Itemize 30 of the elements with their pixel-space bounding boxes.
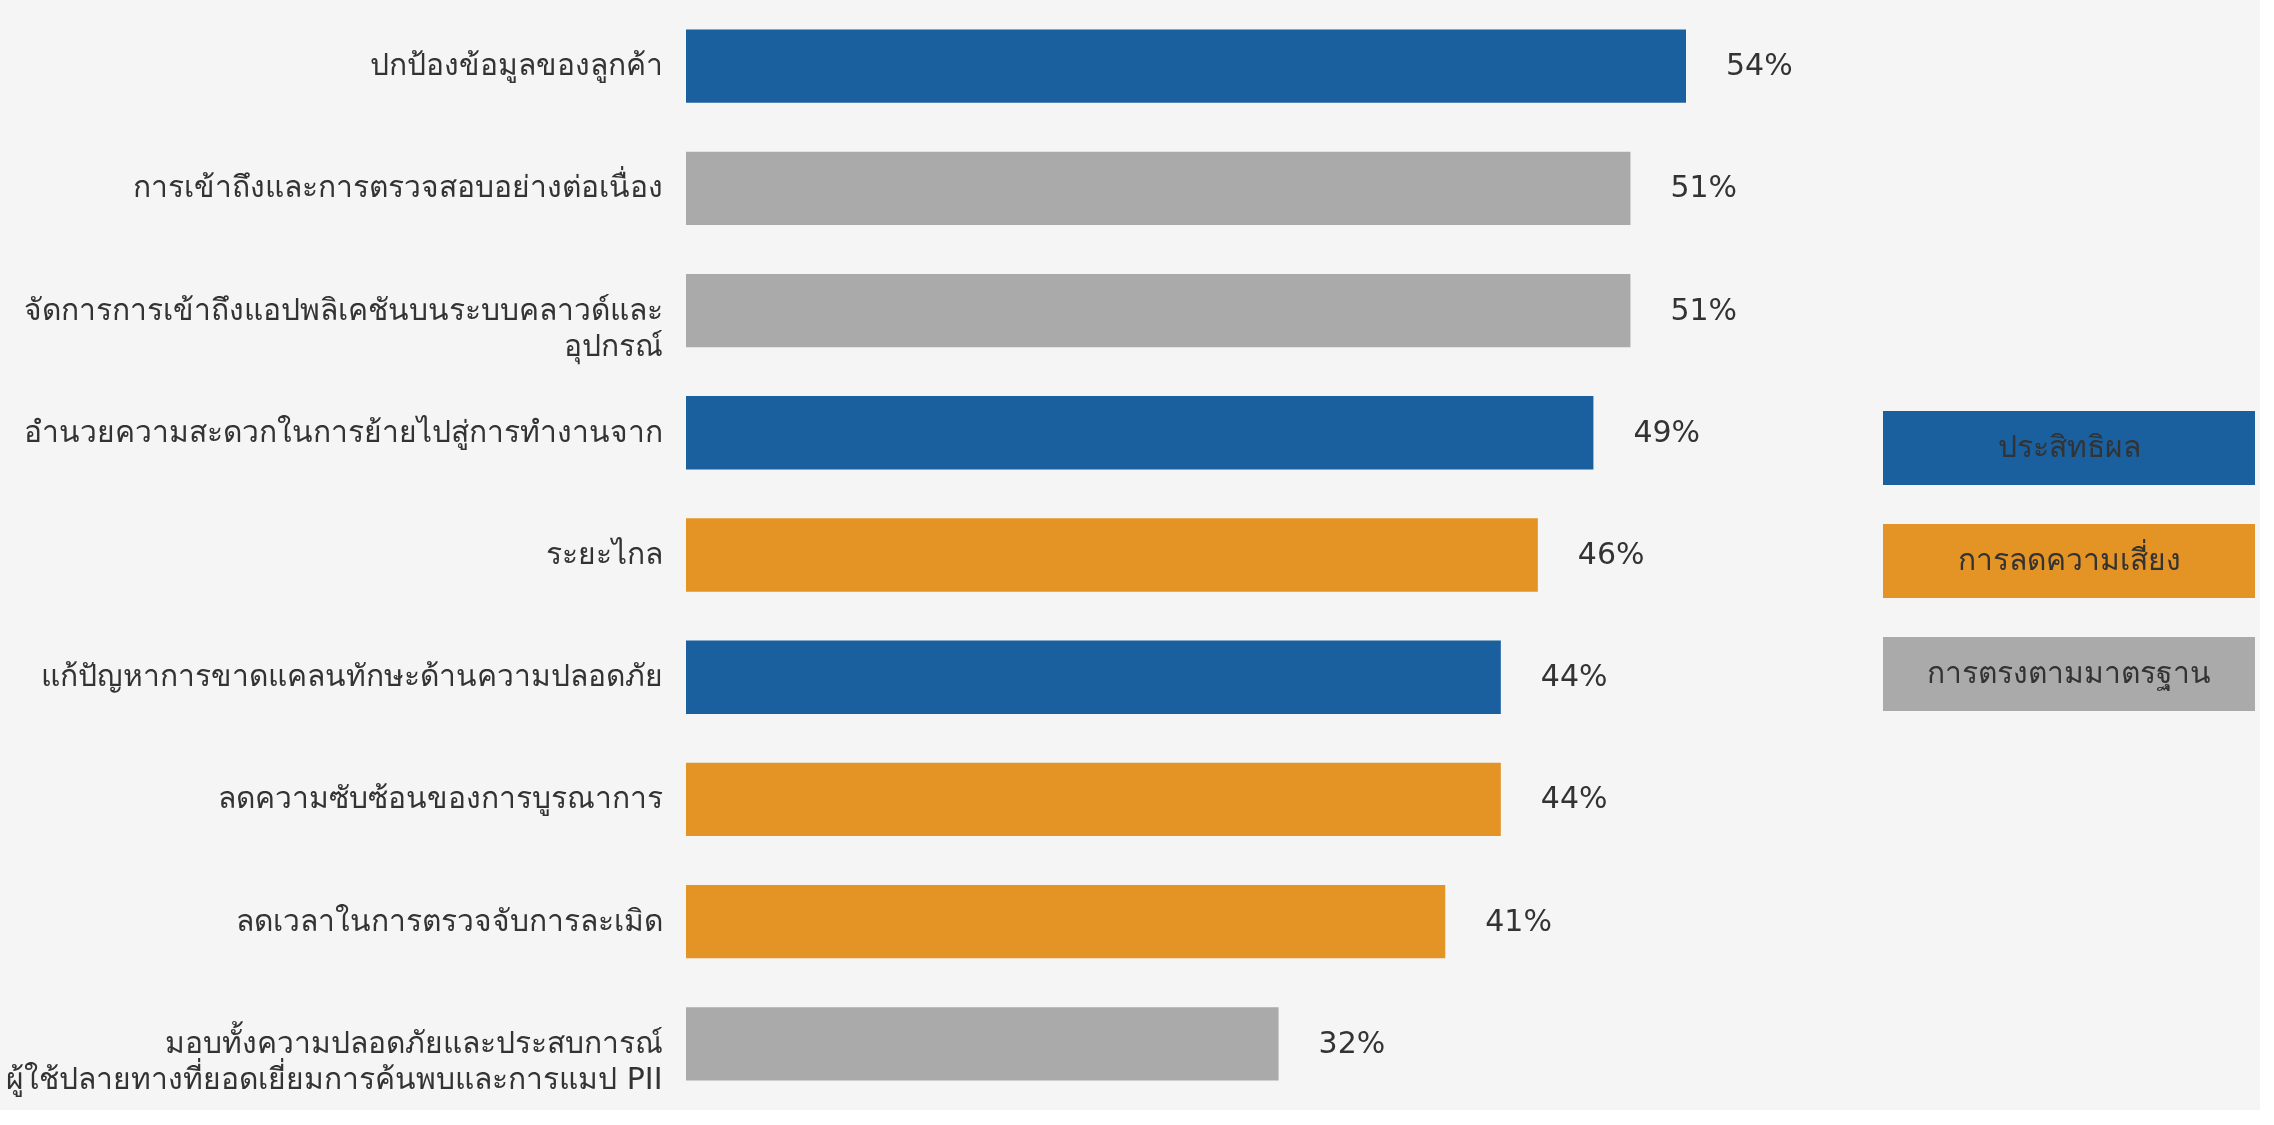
- bar: [686, 518, 1538, 592]
- bar: [686, 640, 1501, 714]
- y-tick-label: มอบทั้งความปลอดภัยและประสบการณ์ ผู้ใช้ปลายทางที่ยอดเยี่ยมการค้นพบและการแมป PII: [6, 1020, 663, 1097]
- y-tick-label: แก้ปัญหาการขาดแคลนทักษะด้านความปลอดภัย: [40, 658, 663, 694]
- bar: [686, 273, 1631, 348]
- y-tick-label: ลดความซับซ้อนของการบูรณาการ: [217, 780, 663, 817]
- bar: [686, 1007, 1279, 1081]
- data-label: 46%: [1577, 536, 1645, 571]
- bar: [686, 29, 1686, 103]
- y-tick-label: จัดการการเข้าถึงแอปพลิเคชันบนระบบคลาวด์และ อุปกรณ์: [23, 291, 663, 365]
- y-tick-label: ระยะไกล: [545, 536, 663, 571]
- data-label: 44%: [1540, 780, 1608, 816]
- data-label: 51%: [1670, 169, 1738, 205]
- bar: [686, 396, 1594, 470]
- y-tick-label: การเข้าถึงและการตรวจสอบอย่างต่อเนื่อง: [132, 166, 663, 205]
- data-label: 32%: [1318, 1024, 1386, 1060]
- bar: [686, 151, 1631, 225]
- y-tick-label: ลดเวลาในการตรวจจับการละเมิด: [235, 902, 663, 938]
- bar: [686, 885, 1446, 959]
- y-tick-label: อำนวยความสะดวกในการย้ายไปสู่การทำงานจาก: [23, 413, 663, 450]
- data-label: 51%: [1670, 291, 1738, 327]
- data-label: 41%: [1485, 902, 1552, 938]
- text: ประสิทธิผล: [1997, 429, 2141, 464]
- y-tick-label: ปกป้องข้อมูลของลูกค้า: [369, 47, 663, 84]
- text: การลดความเสี่ยง: [1957, 539, 2181, 577]
- text: การตรงตามมาตรฐาน: [1927, 655, 2211, 691]
- data-label: 54%: [1726, 47, 1793, 83]
- bar: [686, 762, 1501, 837]
- data-label: 49%: [1633, 413, 1701, 449]
- data-label: 44%: [1540, 658, 1608, 694]
